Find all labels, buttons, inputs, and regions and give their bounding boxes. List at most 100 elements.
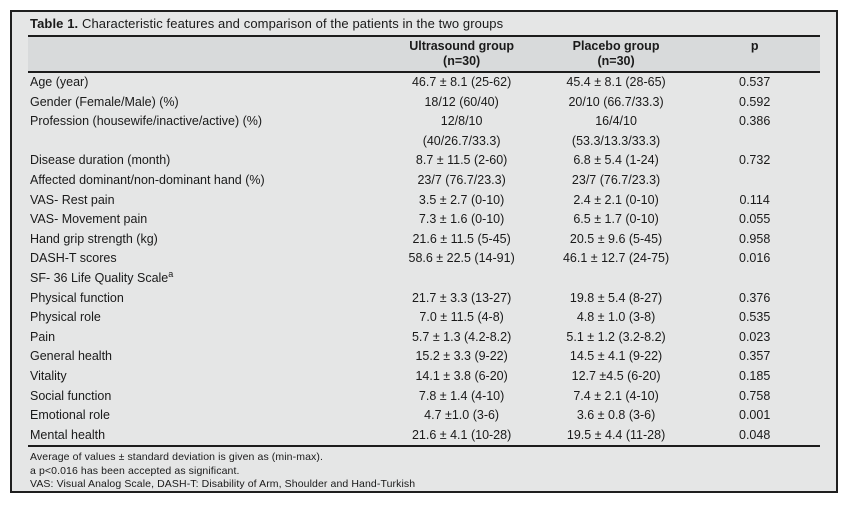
row-label: Physical function [30, 290, 124, 305]
header-placebo-group-line1: Placebo group [572, 39, 660, 53]
table-row: Age (year) 46.7 ± 8.1 (25-62) 45.4 ± 8.1… [28, 73, 820, 93]
ultrasound-group-value: 21.6 ± 4.1 (10-28) [411, 427, 512, 442]
ultrasound-group-value: 12/8/10 [440, 114, 483, 129]
row-label: SF- 36 Life Quality Scalea [30, 268, 174, 285]
table-row: Affected dominant/non-dominant hand (%) … [28, 171, 820, 191]
row-label: Hand grip strength (kg) [30, 231, 158, 246]
placebo-group-value: 6.5 ± 1.7 (0-10) [573, 212, 659, 227]
row-label: VAS- Movement pain [30, 212, 148, 227]
p-value: 0.114 [739, 192, 770, 207]
p-value: 0.048 [739, 427, 771, 442]
placebo-group-value: 20.5 ± 9.6 (5-45) [569, 231, 663, 246]
table-row: (40/26.7/33.3) (53.3/13.3/33.3) [28, 132, 820, 152]
p-value: 0.732 [739, 153, 771, 168]
table-row: Hand grip strength (kg) 21.6 ± 11.5 (5-4… [28, 230, 820, 250]
p-value: 0.001 [739, 408, 771, 423]
table-row: Disease duration (month) 8.7 ± 11.5 (2-6… [28, 151, 820, 171]
ultrasound-group-value: 4.7 ±1.0 (3-6) [424, 408, 500, 423]
ultrasound-group-value: 15.2 ± 3.3 (9-22) [415, 349, 508, 364]
ultrasound-group-value: 7.0 ± 11.5 (4-8) [419, 310, 504, 325]
table-row: Mental health 21.6 ± 4.1 (10-28) 19.5 ± … [28, 426, 820, 446]
p-value: 0.537 [739, 75, 771, 89]
table-row: Pain 5.7 ± 1.3 (4.2-8.2) 5.1 ± 1.2 (3.2-… [28, 328, 820, 348]
row-label: Vitality [30, 368, 67, 383]
table-row: Physical role 7.0 ± 11.5 (4-8) 4.8 ± 1.0… [28, 308, 820, 328]
p-value: 0.016 [739, 251, 771, 266]
p-value: 0.376 [739, 290, 771, 305]
row-label: Social function [30, 388, 112, 403]
row-label: Emotional role [30, 408, 110, 423]
p-value: 0.535 [739, 310, 771, 325]
ultrasound-group-value: 21.6 ± 11.5 (5-45) [412, 231, 511, 246]
ultrasound-group-value: 3.5 ± 2.7 (0-10) [418, 192, 505, 207]
placebo-group-value: 4.8 ± 1.0 (3-8) [576, 310, 656, 325]
placebo-group-value: 3.6 ± 0.8 (3-6) [576, 408, 656, 423]
table-row: Gender (Female/Male) (%) 18/12 (60/40) 2… [28, 93, 820, 113]
p-value: 0.386 [739, 114, 771, 129]
row-label: Pain [30, 329, 56, 344]
table-header-row: Ultrasound group (n=30) Placebo group (n… [28, 35, 820, 73]
p-value: 0.758 [739, 388, 771, 403]
row-label: General health [30, 349, 113, 364]
footnote-averages: Average of values ± standard deviation i… [30, 451, 323, 464]
p-value: 0.958 [739, 231, 771, 246]
ultrasound-group-value: 5.7 ± 1.3 (4.2-8.2) [411, 329, 512, 344]
p-value [689, 171, 820, 191]
header-row-label-column [28, 39, 380, 68]
row-label: Profession (housewife/inactive/active) (… [30, 114, 263, 129]
placebo-group-value: 45.4 ± 8.1 (28-65) [566, 75, 666, 89]
placebo-group-value [543, 269, 690, 289]
table-row: General health 15.2 ± 3.3 (9-22) 14.5 ± … [28, 347, 820, 367]
footnote-significance: a p<0.016 has been accepted as significa… [30, 464, 240, 477]
ultrasound-group-value: (40/26.7/33.3) [422, 133, 501, 148]
table-row: Social function 7.8 ± 1.4 (4-10) 7.4 ± 2… [28, 387, 820, 407]
row-label: Mental health [30, 427, 106, 442]
placebo-group-value: 2.4 ± 2.1 (0-10) [573, 192, 659, 207]
placebo-group-value: 19.8 ± 5.4 (8-27) [569, 290, 663, 305]
header-placebo-group: Placebo group (n=30) [543, 39, 690, 68]
ultrasound-group-value: 14.1 ± 3.8 (6-20) [415, 368, 508, 383]
p-value [689, 269, 820, 289]
table-row: Profession (housewife/inactive/active) (… [28, 112, 820, 132]
ultrasound-group-value: 46.7 ± 8.1 (25-62) [411, 75, 512, 89]
p-value: 0.185 [739, 368, 771, 383]
header-ultrasound-group-n: (n=30) [443, 53, 481, 68]
p-value [689, 132, 820, 152]
ultrasound-group-value: 18/12 (60/40) [424, 94, 499, 109]
placebo-group-value: (53.3/13.3/33.3) [571, 133, 661, 148]
row-label: DASH-T scores [30, 251, 117, 266]
placebo-group-value: 20/10 (66.7/33.3) [568, 94, 664, 109]
table-number: Table 1. [30, 16, 79, 31]
header-ultrasound-group: Ultrasound group (n=30) [380, 39, 542, 68]
table-row: VAS- Rest pain 3.5 ± 2.7 (0-10) 2.4 ± 2.… [28, 191, 820, 211]
footnote-abbreviations: VAS: Visual Analog Scale, DASH-T: Disabi… [30, 478, 416, 491]
table-footnotes: Average of values ± standard deviation i… [28, 447, 820, 491]
ultrasound-group-value: 58.6 ± 22.5 (14-91) [408, 251, 515, 266]
table-row: Physical function 21.7 ± 3.3 (13-27) 19.… [28, 289, 820, 309]
p-value: 0.023 [739, 329, 771, 344]
row-label [28, 132, 380, 152]
header-ultrasound-group-line1: Ultrasound group [409, 39, 515, 53]
table-title: Table 1. Characteristic features and com… [28, 12, 820, 35]
table-row: Emotional role 4.7 ±1.0 (3-6) 3.6 ± 0.8 … [28, 406, 820, 426]
header-p-value: p [750, 39, 759, 53]
ultrasound-group-value: 7.8 ± 1.4 (4-10) [418, 388, 505, 403]
placebo-group-value: 5.1 ± 1.2 (3.2-8.2) [566, 329, 666, 344]
ultrasound-group-value: 7.3 ± 1.6 (0-10) [418, 212, 505, 227]
p-value: 0.357 [739, 349, 771, 364]
footnote-marker: a [168, 268, 174, 279]
placebo-group-value: 19.5 ± 4.4 (11-28) [566, 427, 666, 442]
placebo-group-value: 16/4/10 [595, 114, 637, 129]
ultrasound-group-value: 21.7 ± 3.3 (13-27) [411, 290, 512, 305]
p-value: 0.055 [739, 212, 771, 227]
placebo-group-value: 6.8 ± 5.4 (1-24) [573, 153, 659, 168]
ultrasound-group-value [380, 269, 542, 289]
placebo-group-value: 14.5 ± 4.1 (9-22) [569, 349, 663, 364]
placebo-group-value: 23/7 (76.7/23.3) [571, 172, 661, 187]
row-label: Gender (Female/Male) (%) [30, 94, 179, 109]
row-label: Disease duration (month) [30, 153, 171, 168]
table-body: Age (year) 46.7 ± 8.1 (25-62) 45.4 ± 8.1… [28, 73, 820, 448]
table-row: DASH-T scores 58.6 ± 22.5 (14-91) 46.1 ±… [28, 249, 820, 269]
ultrasound-group-value: 8.7 ± 11.5 (2-60) [415, 153, 508, 168]
